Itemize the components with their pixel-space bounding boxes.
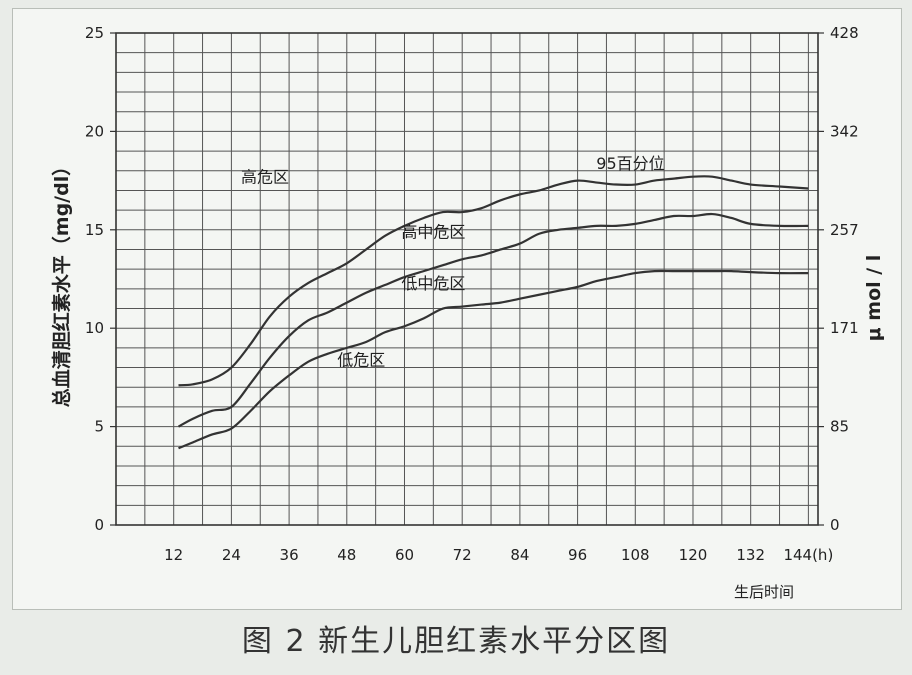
x-tick-label: 60 xyxy=(395,546,414,564)
y2-tick-label: 257 xyxy=(830,221,859,239)
grid xyxy=(115,32,819,526)
x-tick-label: 84 xyxy=(510,546,529,564)
x-tick-label: 48 xyxy=(337,546,356,564)
x-axis-title: 生后时间 xyxy=(734,583,794,601)
tick-labels: 0 5 10 15 20 25 0 85 171 257 342 428 12 24 36 48 60 72 84 9… xyxy=(85,24,859,564)
series-line-2 xyxy=(177,212,809,428)
y-axis-title: 总血清胆红素水平（mg/dl） xyxy=(50,157,73,407)
zone-label: 95百分位 xyxy=(596,154,664,173)
plot-border xyxy=(115,32,819,526)
x-tick-label: 72 xyxy=(453,546,472,564)
y-tick-label: 15 xyxy=(85,221,104,239)
x-tick-label: 144(h) xyxy=(783,546,833,564)
zone-label: 高危区 xyxy=(241,168,289,187)
y2-tick-label: 0 xyxy=(830,516,840,534)
x-tick-label: 36 xyxy=(280,546,299,564)
series-layer xyxy=(177,175,809,450)
y2-axis-title: μ mol / l xyxy=(863,255,885,342)
zone-label: 高中危区 xyxy=(401,223,465,242)
x-tick-label: 108 xyxy=(621,546,650,564)
y-tick-label: 5 xyxy=(94,418,104,436)
y2-tick-label: 171 xyxy=(830,319,859,337)
y-tick-label: 0 xyxy=(94,516,104,534)
y2-tick-label: 428 xyxy=(830,24,859,42)
x-tick-label: 24 xyxy=(222,546,241,564)
x-tick-label: 132 xyxy=(736,546,765,564)
zone-label: 低中危区 xyxy=(401,274,465,293)
y-tick-label: 25 xyxy=(85,24,104,42)
x-tick-label: 12 xyxy=(164,546,183,564)
figure-caption: 图 2 新生儿胆红素水平分区图 xyxy=(241,624,671,659)
series-line-1 xyxy=(178,175,809,387)
y2-tick-label: 85 xyxy=(830,418,849,436)
y2-tick-label: 342 xyxy=(830,122,859,140)
x-tick-label: 120 xyxy=(679,546,708,564)
x-tick-label: 96 xyxy=(568,546,587,564)
series-line-3 xyxy=(178,269,809,450)
y-tick-label: 20 xyxy=(85,122,104,140)
y-tick-label: 10 xyxy=(85,319,104,337)
zone-label: 低危区 xyxy=(337,351,385,370)
